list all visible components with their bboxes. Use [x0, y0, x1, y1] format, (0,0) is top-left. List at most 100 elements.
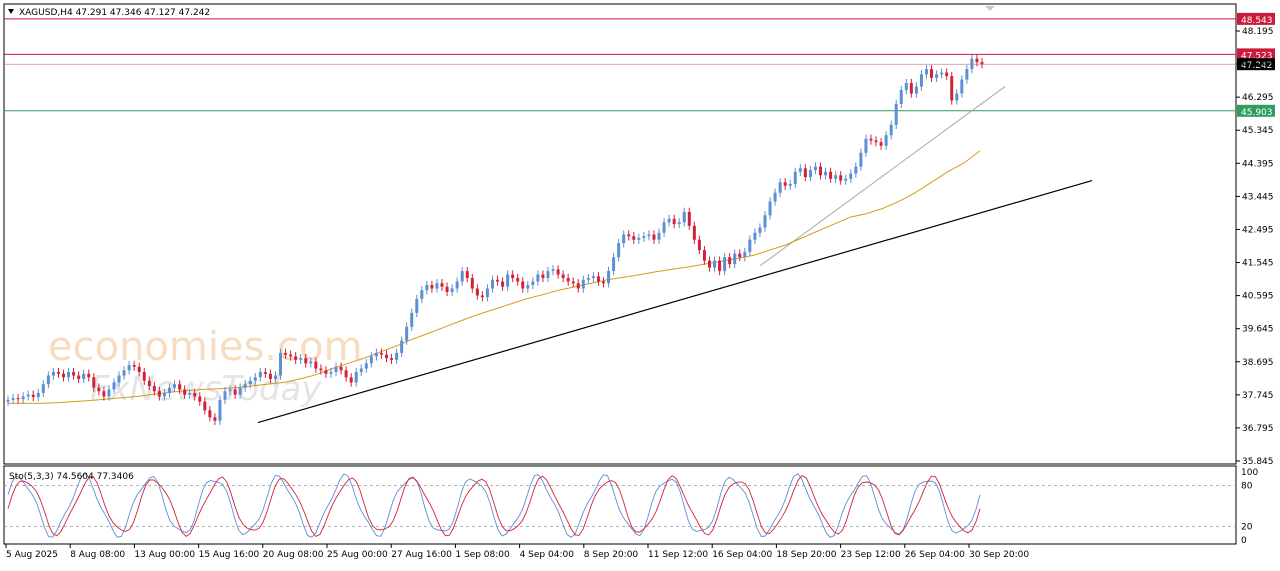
price-tag-label: 48.543 [1241, 16, 1273, 26]
y-tick-label: 38.695 [1242, 358, 1274, 368]
candle-body [46, 375, 50, 385]
candle-body [253, 377, 257, 381]
candle-body [173, 384, 177, 388]
trendline-main [257, 179, 1093, 424]
candle-body [56, 372, 60, 374]
candle-body [268, 373, 272, 380]
candle-body [183, 389, 187, 395]
stochastic-label: Sto(5,3,3) 74.5604 77.3406 [9, 472, 134, 482]
candle-body [839, 175, 843, 181]
candle-body [682, 211, 686, 223]
candle-body [354, 372, 358, 383]
candle-body [480, 295, 484, 298]
stoch-axis-label: 80 [1241, 482, 1253, 492]
candle-body [198, 396, 202, 402]
y-tick-label: 36.795 [1242, 424, 1274, 434]
candle-body [233, 389, 237, 395]
x-tick-label: 8 Aug 08:00 [70, 550, 125, 560]
candle-body [647, 234, 651, 237]
candle-body [571, 281, 575, 284]
candle-body [238, 387, 242, 395]
candle-body [617, 243, 621, 258]
candle-body [324, 370, 328, 374]
candle-body [849, 173, 853, 179]
x-tick-label: 11 Sep 12:00 [648, 550, 708, 560]
candle-body [470, 278, 474, 289]
candle-body [36, 392, 40, 398]
candle-body [178, 384, 182, 390]
x-tick-label: 23 Sep 12:00 [841, 550, 901, 560]
candle-body [460, 271, 464, 282]
candle-body [758, 227, 762, 233]
candle-body [531, 281, 535, 285]
candle-body [536, 274, 540, 282]
candle-body [359, 368, 363, 373]
candle-body [586, 278, 590, 280]
candle-body [314, 361, 318, 369]
candle-body [773, 192, 777, 202]
y-tick-label: 40.595 [1242, 292, 1274, 302]
candle-body [450, 288, 454, 292]
candle-body [909, 83, 913, 94]
candle-body [390, 358, 394, 360]
candle-body [667, 218, 671, 223]
oscillator-panel-frame [3, 465, 1237, 545]
candle-body [793, 171, 797, 185]
candle-body [576, 283, 580, 289]
candle-body [445, 286, 449, 292]
candle-body [304, 358, 308, 364]
candle-body [844, 178, 848, 181]
candle-body [374, 352, 378, 357]
candle-body [511, 274, 515, 279]
candle-body [6, 399, 10, 402]
candle-body [829, 171, 833, 179]
candle-body [243, 384, 247, 388]
candle-body [405, 326, 409, 341]
y-tick-label: 47.245 [1242, 60, 1274, 70]
candle-body [581, 279, 585, 289]
candle-body [67, 372, 71, 378]
candle-body [955, 93, 959, 101]
candle-body [213, 417, 217, 421]
price-tag [1237, 104, 1275, 117]
candle-body [87, 373, 91, 378]
symbol-menu-icon[interactable] [8, 9, 14, 14]
candle-body [904, 83, 908, 91]
stoch-axis-label: 20 [1241, 522, 1253, 532]
stoch-axis-label: 0 [1241, 536, 1247, 546]
candle-body [228, 389, 232, 392]
candle-body [723, 257, 727, 272]
candle-body [516, 278, 520, 282]
candle-body [77, 375, 81, 380]
main-panel-frame [3, 3, 1237, 465]
candle-body [960, 79, 964, 94]
candle-body [748, 239, 752, 252]
price-tag [1237, 58, 1275, 71]
candle-body [591, 276, 595, 279]
candle-body [263, 372, 267, 374]
price-tag-label: 47.242 [1241, 61, 1273, 71]
stoch-main-line [7, 472, 981, 538]
candle-body [733, 253, 737, 265]
candle-body [440, 283, 444, 287]
x-tick-label: 15 Aug 16:00 [199, 550, 260, 560]
x-tick-label: 30 Sep 20:00 [969, 550, 1029, 560]
candle-body [864, 138, 868, 153]
candle-body [783, 182, 787, 186]
candle-body [753, 232, 757, 240]
candle-body [612, 257, 616, 272]
price-tag-label: 45.903 [1241, 108, 1273, 118]
candle-body [596, 276, 600, 282]
candle-body [602, 281, 606, 284]
candle-body [662, 222, 666, 233]
candle-body [420, 290, 424, 299]
candle-body [97, 387, 101, 392]
candle-body [26, 394, 30, 397]
candle-body [940, 72, 944, 75]
candle-body [692, 225, 696, 240]
candle-body [208, 410, 212, 418]
scroll-marker-icon [985, 6, 995, 11]
candle-body [672, 218, 676, 225]
x-tick-label: 16 Sep 04:00 [712, 550, 772, 560]
